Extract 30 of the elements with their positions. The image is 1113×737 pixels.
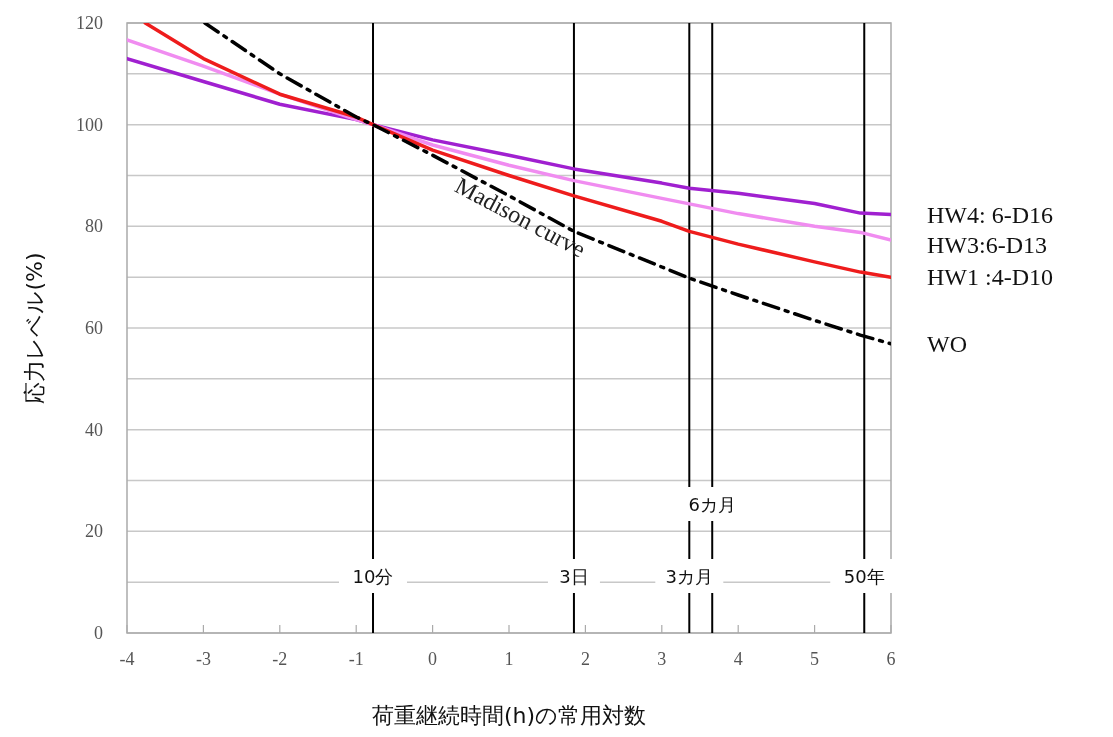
y-tick-label: 120 [76,13,103,33]
x-tick-label: 0 [428,649,438,669]
y-tick-label: 40 [85,419,103,440]
series-label: HW4: 6-D16 [927,201,1053,228]
x-tick-label: 1 [504,649,514,669]
x-tick-label: 4 [733,649,743,669]
ref-line-label: 3日 [559,566,589,587]
series-label: WO [927,330,967,357]
x-axis-title: 荷重継続時間(h)の常用対数 [371,703,647,728]
x-tick-label: -3 [195,649,211,669]
y-tick-label: 100 [76,114,103,135]
y-tick-label: 0 [94,623,103,643]
ref-line-label: 6カ月 [688,494,736,515]
y-axis-title: 応力レベル(%) [22,252,47,404]
y-tick-label: 20 [85,521,103,542]
x-tick-label: 5 [810,649,820,669]
x-tick-label: 3 [657,649,667,669]
x-tick-label: 6 [886,649,896,669]
line-series [143,23,891,279]
ref-line-label: 3カ月 [665,566,714,587]
x-tick-label: -2 [272,649,288,669]
series-label: HW3:6-D13 [927,231,1047,258]
y-tick-label: 80 [85,216,103,237]
ref-line-label: 50年 [843,566,885,587]
y-tick-label: 60 [85,318,103,338]
ref-line-label: 10分 [352,566,394,587]
x-tick-label: -4 [119,649,135,669]
x-tick-label: 2 [580,649,590,669]
x-tick-label: -1 [348,649,364,669]
series-label: HW1 :4-D10 [927,264,1053,291]
